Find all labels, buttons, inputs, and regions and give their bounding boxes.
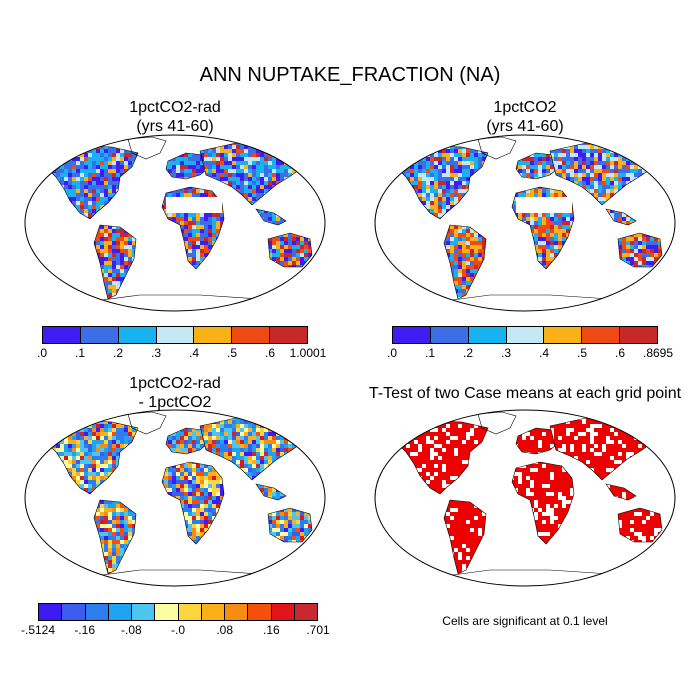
colorbar-tick-label: .2	[113, 346, 123, 360]
colorbar-segment	[295, 604, 317, 620]
significance-note: Cells are significant at 0.1 level	[370, 614, 680, 628]
colorbar-segment	[62, 604, 85, 620]
colorbar-panel-1-labels: .0.1.2.3.4.5.6 1.0001	[42, 346, 308, 362]
colorbar-segment	[132, 604, 155, 620]
colorbar-tick-label: .4	[189, 346, 199, 360]
colorbar-tick-label: -.16	[74, 623, 95, 637]
land-field-europe	[20, 133, 330, 313]
colorbar-segment	[248, 604, 271, 620]
colorbar-panel-2-labels: .0.1.2.3.4.5.6.8695	[392, 346, 658, 362]
colorbar-panel-3	[38, 603, 318, 621]
colorbar-tick-label: .4	[539, 346, 549, 360]
colorbar-segment	[43, 327, 81, 343]
colorbar-segment	[232, 327, 270, 343]
panel-2-title-line1: 1pctCO2	[370, 98, 680, 117]
colorbar-segment	[431, 327, 469, 343]
colorbar-tick-label: .1	[75, 346, 85, 360]
sahara-no-data	[516, 197, 572, 213]
panel-1-title-line1: 1pctCO2-rad	[20, 98, 330, 117]
colorbar-tick-label: .0	[37, 346, 47, 360]
colorbar-segment	[194, 327, 232, 343]
colorbar-segment	[507, 327, 545, 343]
colorbar-segment	[81, 327, 119, 343]
colorbar-tick-label: .08	[216, 623, 233, 637]
colorbar-segment	[270, 327, 307, 343]
colorbar-tick-label: -.08	[121, 623, 142, 637]
land-field-europe	[370, 133, 680, 313]
map-panel-3	[20, 408, 330, 588]
colorbar-tick-label: 1.0001	[290, 346, 327, 360]
colorbar-tick-label: .6	[615, 346, 625, 360]
colorbar-tick-label: .3	[501, 346, 511, 360]
colorbar-segment	[272, 604, 295, 620]
colorbar-segment	[157, 327, 195, 343]
colorbar-segment	[39, 604, 62, 620]
map-panel-2	[370, 133, 680, 313]
colorbar-segment	[393, 327, 431, 343]
colorbar-tick-label: .1	[425, 346, 435, 360]
colorbar-tick-label: -.0	[171, 623, 185, 637]
colorbar-tick-label: .2	[463, 346, 473, 360]
colorbar-segment	[469, 327, 507, 343]
panel-4-title: T-Test of two Case means at each grid po…	[355, 384, 695, 403]
colorbar-segment	[225, 604, 248, 620]
colorbar-tick-label: .5	[577, 346, 587, 360]
colorbar-panel-1	[42, 326, 308, 344]
colorbar-tick-label: .6	[265, 346, 275, 360]
land-field-europe	[20, 408, 330, 588]
colorbar-segment	[86, 604, 109, 620]
panel-4-title-line1: T-Test of two Case means at each grid po…	[355, 384, 695, 403]
colorbar-segment	[119, 327, 157, 343]
colorbar-panel-3-labels: -.5124 -.16 -.08 -.0.08.16.701	[38, 623, 318, 639]
colorbar-tick-label: .8695	[643, 346, 673, 360]
panel-3-title-line1: 1pctCO2-rad	[20, 374, 330, 393]
sahara-no-data	[166, 197, 222, 213]
map-panel-4	[370, 408, 680, 588]
colorbar-segment	[155, 604, 178, 620]
colorbar-segment	[544, 327, 582, 343]
colorbar-panel-2	[392, 326, 658, 344]
colorbar-tick-label: .5	[227, 346, 237, 360]
colorbar-tick-label: -.5124	[21, 623, 55, 637]
colorbar-segment	[620, 327, 657, 343]
colorbar-segment	[179, 604, 202, 620]
land-field-europe	[370, 408, 680, 588]
colorbar-segment	[582, 327, 620, 343]
panel-2-title: 1pctCO2 (yrs 41-60)	[370, 98, 680, 136]
panel-3-title: 1pctCO2-rad - 1pctCO2	[20, 374, 330, 412]
colorbar-segment	[109, 604, 132, 620]
colorbar-tick-label: .0	[387, 346, 397, 360]
colorbar-segment	[202, 604, 225, 620]
colorbar-tick-label: .16	[263, 623, 280, 637]
panel-1-title: 1pctCO2-rad (yrs 41-60)	[20, 98, 330, 136]
colorbar-tick-label: .3	[151, 346, 161, 360]
map-panel-1	[20, 133, 330, 313]
figure-title: ANN NUPTAKE_FRACTION (NA)	[0, 64, 700, 87]
colorbar-tick-label: .701	[306, 623, 329, 637]
